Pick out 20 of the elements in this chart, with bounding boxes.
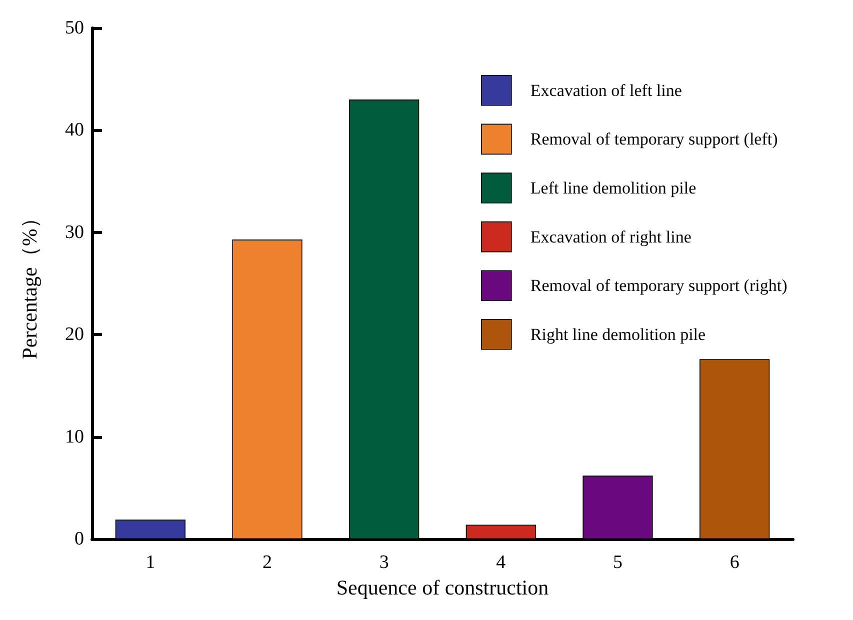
y-tick-label: 40: [65, 120, 84, 141]
x-tick-label: 3: [379, 552, 389, 573]
y-tick-label: 30: [65, 222, 84, 243]
legend-label: Removal of temporary support (left): [530, 130, 778, 149]
legend-label: Removal of temporary support (right): [530, 276, 788, 296]
legend-label: Right line demolition pile: [530, 324, 706, 344]
y-tick-label: 0: [74, 528, 84, 550]
y-tick-label: 10: [65, 426, 84, 448]
y-tick-label: 50: [65, 18, 84, 38]
x-axis-title: Sequence of construction: [336, 575, 550, 600]
x-tick-label: 6: [730, 552, 740, 573]
y-axis-title: Percentage（%）: [18, 208, 42, 360]
x-tick-label: 4: [496, 552, 506, 573]
x-tick-label: 2: [262, 552, 272, 573]
x-tick-label: 1: [146, 552, 156, 573]
legend-label: Excavation of left line: [530, 80, 682, 100]
legend-label: Left line demolition pile: [530, 178, 696, 198]
x-tick-label: 5: [613, 552, 622, 573]
y-tick-label: 20: [65, 324, 84, 346]
legend-label: Excavation of right line: [530, 227, 692, 246]
